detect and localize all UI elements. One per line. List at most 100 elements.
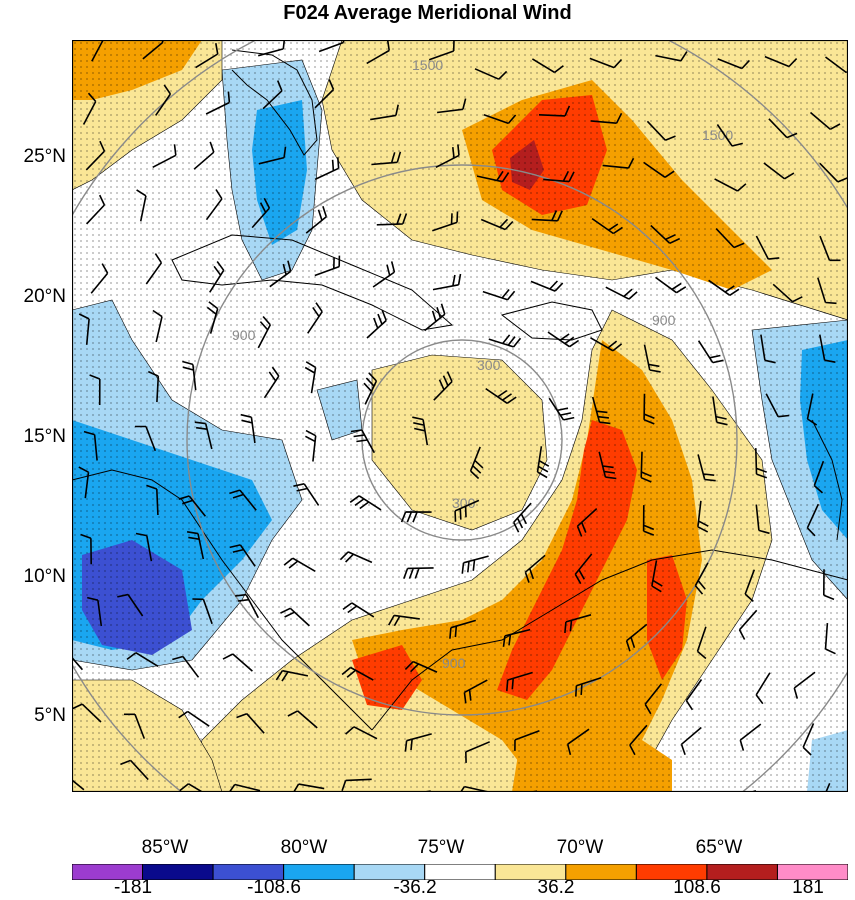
wind-barb	[363, 372, 378, 405]
wind-barb	[404, 660, 438, 673]
wind-barb	[135, 425, 157, 452]
lat-label-20n: 20°N	[23, 286, 66, 307]
cuba-coast	[171, 234, 454, 331]
wind-barb	[372, 261, 396, 288]
wind-barb	[465, 741, 491, 763]
wind-barb	[480, 218, 514, 231]
wind-barb	[819, 334, 836, 363]
wind-barb	[120, 759, 149, 781]
wind-barb	[287, 710, 318, 729]
wind-barb	[591, 217, 623, 235]
wind-barb	[90, 263, 109, 294]
wind-barb	[345, 726, 378, 740]
wind-barb	[341, 666, 374, 681]
ring-label-900a: 900	[232, 327, 256, 343]
wind-barb	[257, 40, 286, 57]
wind-barb	[564, 614, 592, 633]
wind-barb	[716, 124, 743, 147]
wind-barb	[514, 730, 540, 751]
wind-barb	[179, 783, 204, 792]
wind-barb	[531, 210, 563, 222]
wind-barb	[85, 140, 106, 171]
wind-barb	[275, 669, 309, 682]
wind-barb	[83, 430, 98, 461]
wind-barb	[463, 679, 488, 704]
ring-label-300b: 300	[452, 495, 476, 511]
wind-barb	[435, 144, 460, 169]
wind-barb	[602, 157, 635, 169]
wind-barb	[708, 279, 740, 296]
wind-barb	[655, 51, 688, 62]
wind-barb	[229, 544, 256, 567]
wind-barb	[80, 533, 92, 565]
wind-barb	[825, 782, 831, 792]
wind-barb	[236, 712, 265, 734]
wind-barb	[651, 560, 663, 593]
wind-barb	[502, 628, 531, 647]
wind-barb	[412, 416, 429, 446]
wind-barb	[590, 112, 623, 124]
wind-barb	[744, 569, 756, 602]
wind-barb	[192, 598, 213, 625]
wind-barb	[547, 331, 580, 348]
wind-barb	[819, 162, 848, 183]
wind-barb	[428, 40, 455, 61]
wind-barb	[764, 55, 798, 68]
ring-label-900c: 900	[442, 655, 466, 671]
wind-barb	[305, 429, 317, 462]
wind-barbs	[72, 40, 848, 792]
wind-barb	[182, 360, 197, 391]
wind-barb	[712, 396, 728, 426]
colorbar-label-6: 181	[792, 877, 824, 898]
lon-label-70w: 70°W	[556, 837, 604, 858]
wind-barb	[228, 783, 261, 792]
wind-barb	[314, 79, 335, 109]
wind-barb	[117, 593, 144, 617]
wind-barb	[714, 178, 747, 192]
lon-label-80w: 80°W	[280, 837, 328, 858]
wind-barb	[543, 170, 575, 183]
south-america-coast	[371, 549, 848, 731]
wind-barb	[566, 728, 590, 755]
lon-label-85w: 85°W	[141, 837, 189, 858]
wind-barb	[685, 679, 703, 711]
wind-barb	[824, 623, 836, 655]
wind-barb	[512, 502, 532, 533]
wind-barb	[124, 713, 146, 739]
coastlines	[72, 49, 848, 731]
lesser-antilles	[811, 419, 843, 541]
range-ring-labels: 300 300 900 900 900 1500 1500 1500	[232, 57, 733, 671]
wind-barb	[82, 92, 97, 125]
wind-barb	[135, 532, 153, 562]
wind-barb	[304, 361, 317, 394]
wind-barb	[240, 413, 256, 444]
wind-barb	[186, 531, 205, 560]
wind-barb	[283, 557, 316, 572]
wind-barb	[437, 98, 467, 114]
wind-barb	[72, 656, 84, 671]
map-title: F024 Average Meridional Wind	[283, 2, 572, 24]
wind-barb	[605, 286, 638, 300]
wind-barb	[222, 653, 253, 672]
wind-barb	[78, 313, 90, 345]
wind-barb	[680, 726, 702, 755]
colorbar-label-2: -108.6	[247, 877, 301, 898]
colorbar-label-1: -181	[113, 877, 153, 898]
wind-barb	[643, 393, 655, 425]
wind-barb	[136, 189, 147, 222]
wind-barb	[482, 288, 516, 301]
wind-barb	[91, 40, 105, 62]
wind-barb	[530, 280, 564, 292]
wind-barb	[209, 261, 225, 293]
wind-barb	[145, 253, 163, 285]
lon-label-75w: 75°W	[417, 837, 465, 858]
wind-barb	[152, 144, 177, 169]
wind-barb	[193, 141, 215, 170]
wind-barb	[432, 273, 462, 291]
central-america-coast	[72, 469, 373, 731]
wind-barb	[388, 614, 420, 627]
wind-barb	[195, 43, 219, 69]
wind-barb	[598, 451, 617, 480]
lat-label-25n: 25°N	[23, 146, 66, 167]
wind-barb	[696, 626, 707, 660]
